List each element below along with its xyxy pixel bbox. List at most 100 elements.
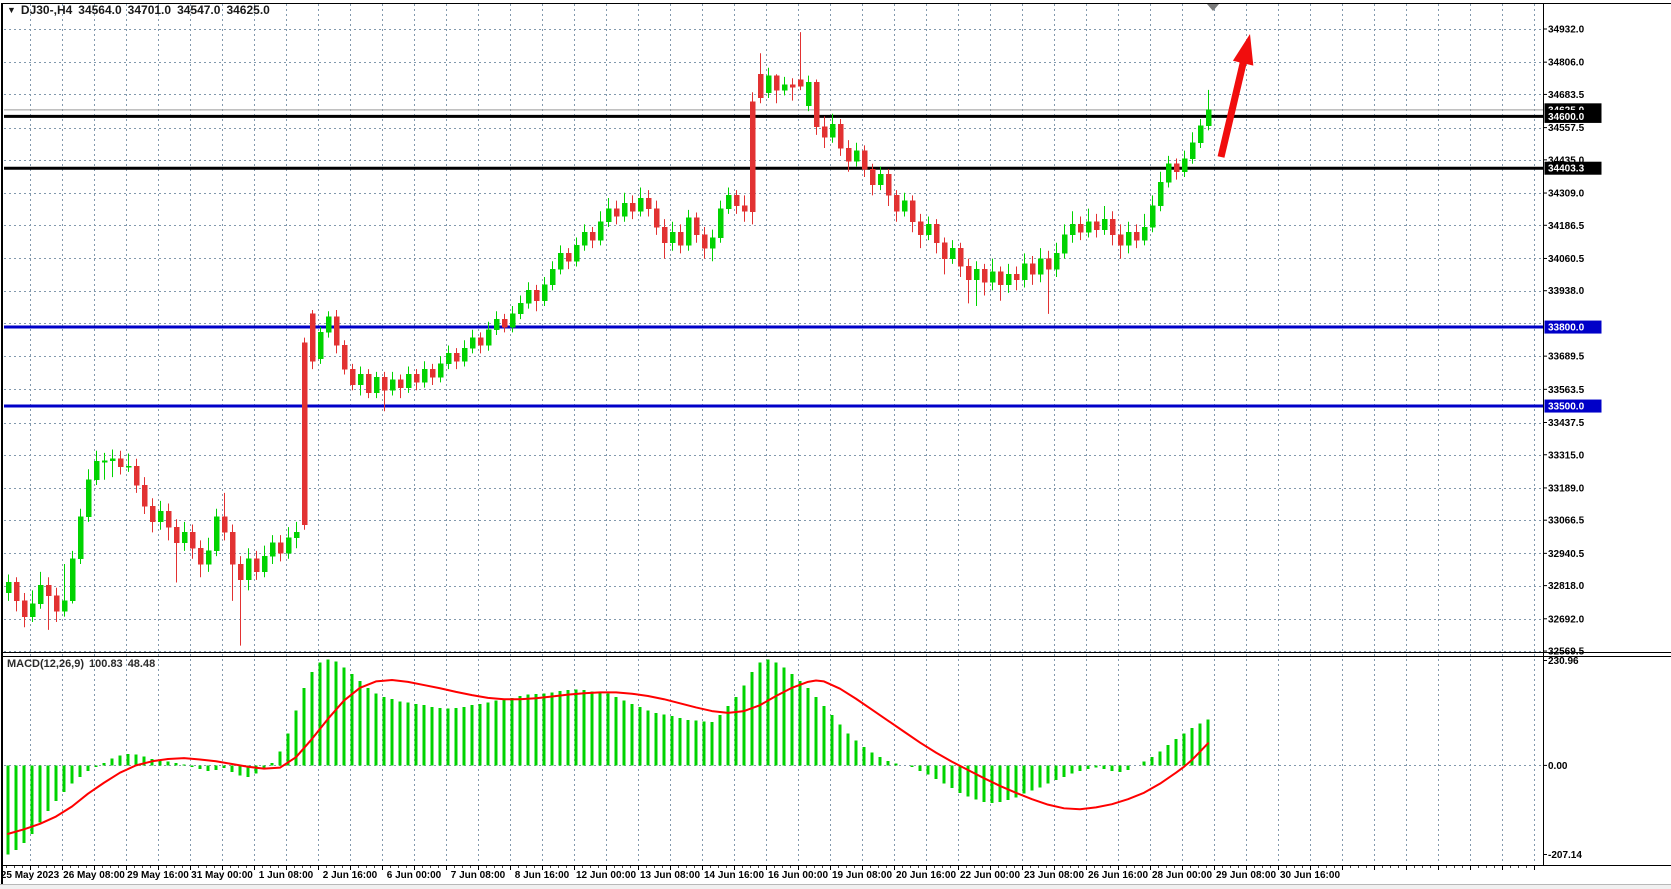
macd-histogram-bar [606,693,610,766]
macd-histogram-bar [46,765,50,812]
chart-header: ▼ DJ30-,H4 34564.0 34701.0 34547.0 34625.0 [7,3,276,17]
candle-body [781,84,788,91]
candle-body [381,376,388,391]
annotations[interactable] [1207,4,1254,158]
ohlc-high: 34701.0 [127,3,172,17]
candle-body [333,316,340,346]
candle-body [125,465,132,468]
price-axis-label: 33189.0 [1548,483,1585,494]
candle-body [461,347,468,362]
time-axis-label: 29 May 16:00 [127,870,189,881]
candle-body [237,563,244,581]
macd-histogram-bar [30,765,34,834]
macd-histogram-bar [438,707,442,766]
macd-histogram-bar [1070,765,1074,774]
time-axis-label: 7 Jun 08:00 [451,870,506,881]
candle-body [405,374,412,388]
ohlc-low: 34547.0 [177,3,221,17]
candle-body [93,461,100,481]
candle-body [557,253,564,270]
candle-body [981,268,988,283]
macd-histogram-bar [214,765,218,770]
candle-body [829,124,836,138]
candle-body [149,505,156,523]
macd-histogram-bar [94,765,98,768]
macd-histogram-bar [350,674,354,766]
macd-histogram-bar [1038,765,1042,788]
candle-body [69,558,76,602]
time-axis-label: 31 May 00:00 [191,870,253,881]
macd-histogram-bar [374,693,378,766]
macd-histogram-bar [814,696,818,766]
macd-histogram-bar [206,765,210,771]
macd-histogram-bar [1166,744,1170,766]
candle-body [133,465,140,486]
macd-histogram-bar [174,763,178,766]
price-axis-label: 34932.0 [1548,25,1585,36]
candle-body [717,208,724,238]
candle-body [933,224,940,244]
candle-body [789,84,796,88]
candle-body [837,124,844,149]
macd-histogram-bar [1198,723,1202,766]
candle-body [173,526,180,544]
candle-body [957,247,964,267]
candle-body [733,195,740,207]
price-axis-label: 33938.0 [1548,286,1585,297]
macd-histogram-bar [670,716,674,766]
candle-body [181,532,188,544]
macd-histogram-bar [1142,761,1146,766]
candle-body [397,379,404,388]
candle-body [437,363,444,378]
buy-arrow-shaft [1217,56,1248,158]
candle-body [693,217,700,236]
macd-histogram-bar [1006,765,1010,801]
macd-histogram-bar [510,697,514,766]
candle-body [1077,224,1084,233]
candle-body [565,253,572,262]
macd-histogram-bar [846,733,850,766]
buy-arrow-head[interactable] [1232,34,1254,66]
candle-body [1189,142,1196,159]
candle-body [453,353,460,362]
candle-body [1125,232,1132,246]
price-axis-label: 33437.5 [1548,418,1585,429]
candle-body [949,247,956,259]
horizontal-level-lines[interactable] [4,109,1543,408]
candle-body [61,600,68,612]
candle-body [85,479,92,517]
symbol-dropdown-icon[interactable]: ▼ [7,5,16,15]
level-34600.0-badge [1544,109,1602,123]
macd-histogram-bar [190,765,194,767]
candle-body [245,558,252,581]
time-axis-label: 13 Jun 08:00 [640,870,700,881]
candle-body [293,532,300,538]
macd-histogram-bar [486,702,490,766]
candle-body [109,458,116,462]
macd-histogram-bar [838,724,842,766]
macd-histogram-bar [1046,765,1050,784]
candle-body [677,232,684,246]
candle-body [909,200,916,222]
candle-body [581,232,588,246]
macd-histogram-bar [654,712,658,766]
candle-body [261,555,268,573]
macd-histogram-bar [822,706,826,766]
macd-histogram-bar [638,706,642,766]
macd-histogram-bar [126,753,130,766]
candle-body [757,74,764,99]
candle-body [701,234,708,249]
candle-body [1085,221,1092,233]
time-axis-label: 6 Jun 00:00 [387,870,442,881]
macd-histogram-bar [1182,733,1186,766]
macd-histogram-bar [102,763,106,766]
macd-histogram-bar [518,696,522,766]
candle-body [965,266,972,280]
macd-histogram-bar [1150,757,1154,766]
time-axis-label: 19 Jun 08:00 [832,870,892,881]
candle-body [157,511,164,523]
macd-histogram-bar [62,765,66,792]
